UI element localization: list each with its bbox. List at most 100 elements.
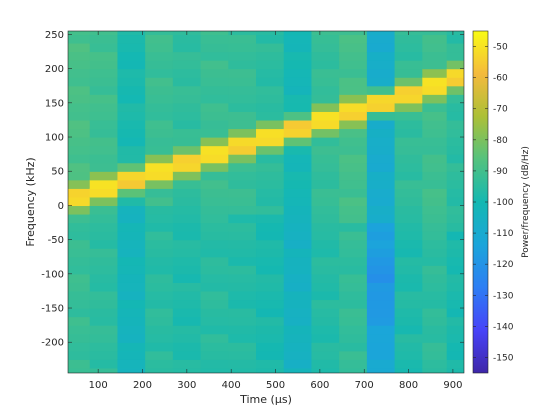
heatmap-cell xyxy=(200,239,229,249)
heatmap-cell xyxy=(89,42,119,53)
heatmap-cell xyxy=(89,51,119,61)
heatmap-cell xyxy=(256,282,285,292)
heatmap-cell xyxy=(145,179,174,189)
heatmap-cell xyxy=(228,205,257,215)
heatmap-cell xyxy=(422,111,448,121)
heatmap-cell xyxy=(117,359,146,369)
heatmap-cell xyxy=(228,350,257,360)
heatmap-cell xyxy=(145,359,174,369)
heatmap-cell xyxy=(145,85,174,95)
heatmap-cell xyxy=(446,34,464,44)
heatmap-cell xyxy=(283,333,313,343)
heatmap-cell xyxy=(256,94,285,104)
heatmap-cell xyxy=(366,68,396,78)
heatmap-cell xyxy=(446,273,464,283)
heatmap-cell xyxy=(68,196,91,207)
heatmap-cell xyxy=(89,308,119,318)
heatmap-cell xyxy=(89,273,119,283)
heatmap-cell xyxy=(366,282,396,292)
heatmap-cell xyxy=(68,316,91,326)
colorbar: -50-60-70-80-90-100-110-120-130-140-150 … xyxy=(472,30,531,374)
heatmap-cell xyxy=(366,325,396,335)
heatmap-cell xyxy=(68,68,91,78)
heatmap-cell xyxy=(256,359,285,369)
heatmap-cell xyxy=(68,154,91,164)
heatmap-cell xyxy=(256,111,285,121)
heatmap-cell xyxy=(256,68,285,78)
colorbar-tick-label: -100 xyxy=(493,198,514,208)
heatmap-cell xyxy=(68,282,91,292)
heatmap-cell xyxy=(422,137,448,147)
heatmap-cell xyxy=(339,162,368,172)
heatmap-cell xyxy=(422,102,448,112)
heatmap-cell xyxy=(117,256,146,266)
heatmap-cell xyxy=(200,128,229,138)
y-axis-label: Frequency (kHz) xyxy=(24,157,37,246)
heatmap-cell xyxy=(339,111,368,121)
heatmap-cell xyxy=(339,342,368,352)
heatmap-cell xyxy=(89,128,119,138)
y-tick-label: -100 xyxy=(41,269,64,280)
heatmap-cell xyxy=(311,213,340,224)
heatmap-cell xyxy=(228,367,257,373)
heatmap-cell xyxy=(311,273,340,283)
heatmap-cell xyxy=(200,359,229,369)
heatmap-cell xyxy=(311,188,340,198)
heatmap-cell xyxy=(256,137,285,147)
heatmap-cell xyxy=(89,77,119,87)
heatmap-cell xyxy=(145,308,174,318)
heatmap-cell xyxy=(256,231,285,241)
x-axis: 100 200 300 400 500 600 700 800 900 xyxy=(89,31,462,391)
heatmap-cell xyxy=(228,213,257,224)
heatmap-cell xyxy=(311,367,340,373)
heatmap-cell xyxy=(394,325,423,335)
heatmap-cell xyxy=(256,290,285,301)
heatmap-cell xyxy=(228,119,257,130)
heatmap-cell xyxy=(422,77,448,87)
heatmap-cell xyxy=(68,299,91,309)
heatmap-cell xyxy=(68,273,91,283)
heatmap-cell xyxy=(446,60,464,70)
heatmap-cell xyxy=(89,119,119,130)
heatmap-cell xyxy=(68,265,91,275)
heatmap-cell xyxy=(117,367,146,373)
heatmap-cell xyxy=(446,111,464,121)
heatmap-cell xyxy=(200,333,229,343)
heatmap-cell xyxy=(117,248,146,258)
heatmap-cell xyxy=(228,359,257,369)
heatmap-cell xyxy=(172,308,202,318)
heatmap-cell xyxy=(394,231,423,241)
heatmap-cell xyxy=(311,299,340,309)
heatmap-cell xyxy=(283,367,313,373)
heatmap-cell xyxy=(117,325,146,335)
heatmap-cell xyxy=(283,60,313,70)
heatmap-cell xyxy=(145,282,174,292)
heatmap-cell xyxy=(228,248,257,258)
colorbar-tick-label: -130 xyxy=(493,291,514,301)
heatmap-cell xyxy=(422,128,448,138)
heatmap-cell xyxy=(200,111,229,121)
heatmap-cell xyxy=(446,350,464,360)
colorbar-tick-label: -150 xyxy=(493,353,514,363)
heatmap-cell xyxy=(366,359,396,369)
heatmap-cell xyxy=(339,333,368,343)
heatmap-cell xyxy=(68,145,91,155)
heatmap-cell xyxy=(200,34,229,44)
heatmap-cell xyxy=(339,85,368,95)
heatmap-cell xyxy=(256,308,285,318)
heatmap-cell xyxy=(117,154,146,164)
heatmap-cell xyxy=(422,119,448,130)
heatmap-cell xyxy=(339,325,368,335)
heatmap-cell xyxy=(145,325,174,335)
heatmap-cell xyxy=(117,137,146,147)
heatmap-cell xyxy=(172,299,202,309)
heatmap-cell xyxy=(366,213,396,224)
heatmap-cell xyxy=(256,51,285,61)
heatmap-cell xyxy=(311,359,340,369)
heatmap-cell xyxy=(311,248,340,258)
heatmap-cell xyxy=(200,60,229,70)
heatmap-cell xyxy=(228,333,257,343)
heatmap-cell xyxy=(89,222,119,232)
heatmap-cell xyxy=(145,342,174,352)
